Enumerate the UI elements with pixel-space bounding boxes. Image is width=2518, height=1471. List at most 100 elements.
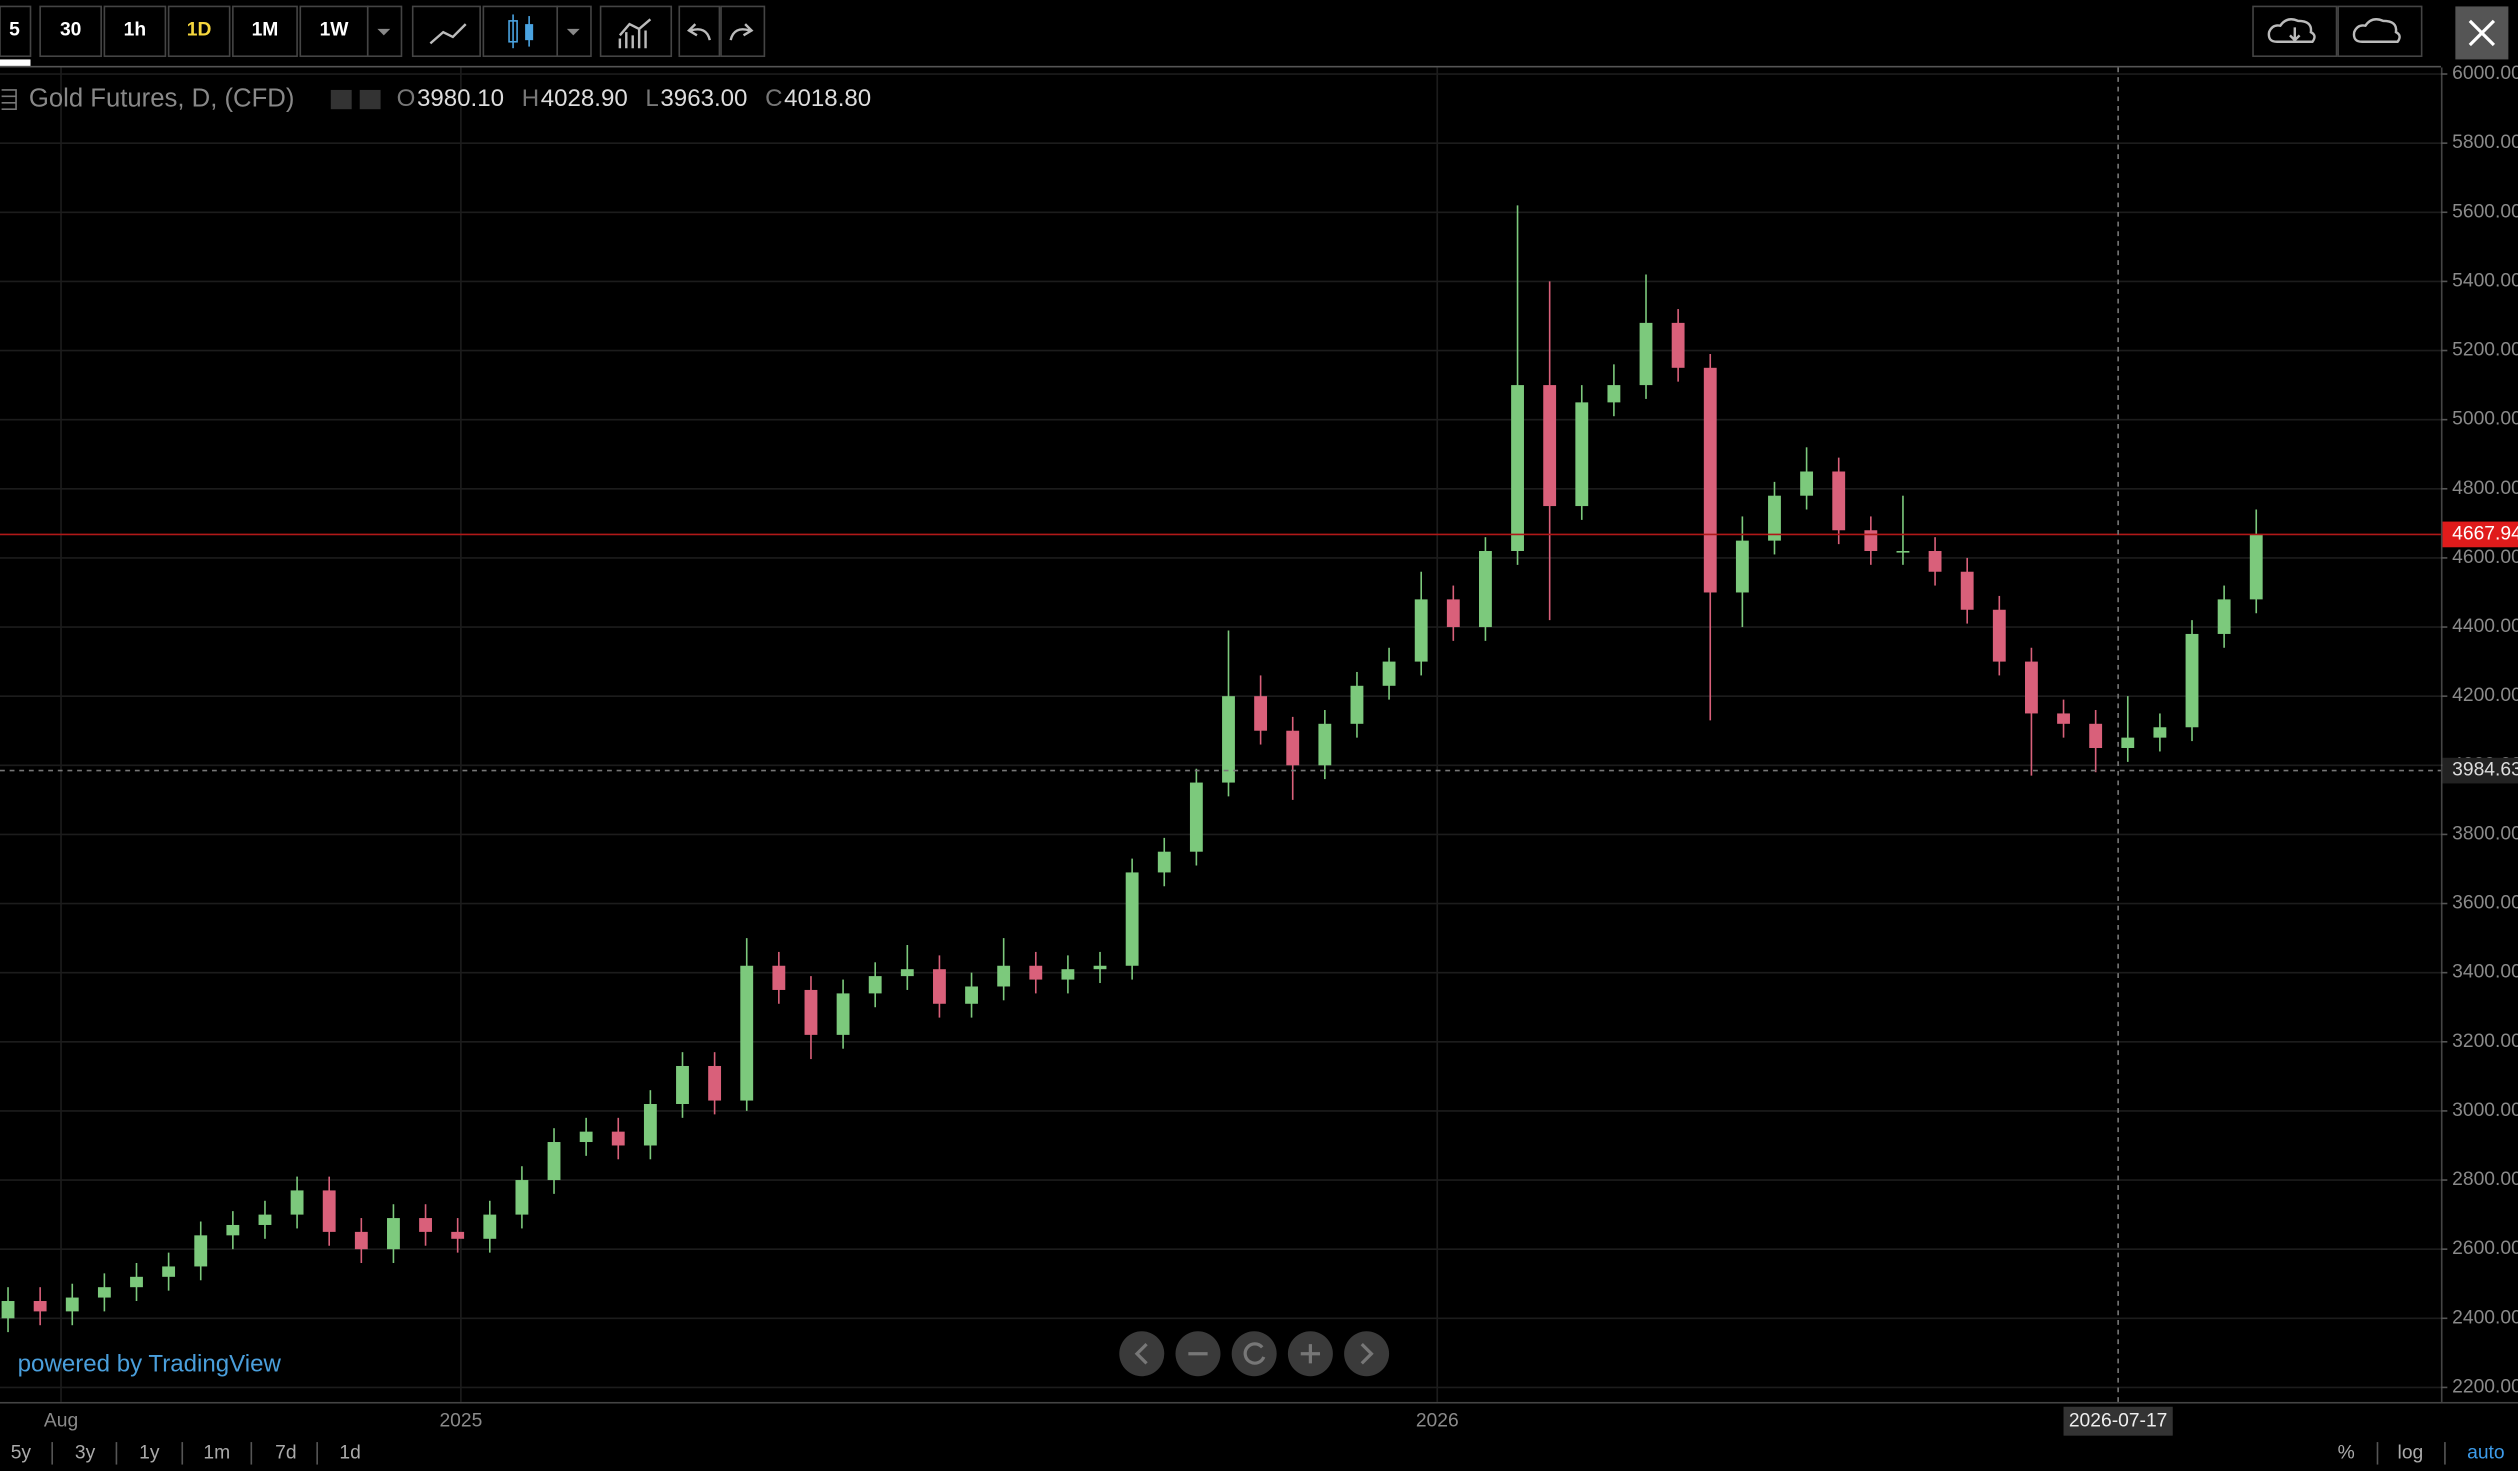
candle-body (1639, 322, 1653, 386)
range-button[interactable]: 1d (339, 1442, 360, 1463)
range-button[interactable]: 7d (275, 1442, 296, 1463)
branding[interactable]: powered by TradingView (18, 1350, 282, 1377)
candle-body (1607, 385, 1621, 403)
auto-toggle[interactable]: auto (2467, 1442, 2504, 1463)
y-tick-label: 3200.00 (2452, 1031, 2518, 1052)
y-tick-label: 5200.00 (2452, 340, 2518, 361)
candle-body (1800, 471, 1814, 496)
interval-button[interactable] (103, 5, 167, 58)
ohlc-value: 3963.00 (660, 85, 747, 112)
candle-body (676, 1065, 689, 1105)
candle-body (1189, 782, 1203, 852)
scroll-left-button[interactable] (1119, 1331, 1165, 1377)
candle-body (900, 969, 914, 977)
y-tick-label: 4800.00 (2452, 478, 2518, 499)
separator (51, 1442, 53, 1465)
ohlc-key: H (522, 85, 539, 112)
range-button[interactable]: 1m (203, 1442, 230, 1463)
interval-button[interactable] (0, 5, 32, 58)
candle-body (772, 965, 786, 990)
toolbar: 5 30 1h 1D 1M 1W (0, 5, 2509, 68)
candle-body (1543, 385, 1557, 507)
interval-label[interactable]: 30 (60, 20, 81, 41)
separator (2376, 1442, 2379, 1465)
crosshair-date-label: 2026-07-17 (2069, 1410, 2168, 1431)
scroll-right-button[interactable] (1344, 1331, 1390, 1377)
dropdown-icon (566, 28, 580, 36)
indicators-button[interactable] (599, 5, 673, 58)
x-tick-label: 2026 (1416, 1410, 1459, 1431)
plot-area (0, 67, 2441, 1402)
candle-body (1768, 495, 1781, 541)
candle-body (933, 969, 946, 1004)
candle-icon (508, 14, 534, 49)
candle-body (515, 1180, 529, 1215)
interval-label[interactable]: 1W (320, 20, 350, 41)
candle-body (1318, 723, 1332, 766)
x-tick-label: Aug (44, 1410, 78, 1431)
candle-body (322, 1190, 336, 1232)
ohlc-key: O (397, 85, 416, 112)
y-tick-label: 5600.00 (2452, 201, 2518, 222)
undo-icon (686, 23, 711, 41)
indicators-icon (618, 18, 652, 49)
range-button[interactable]: 3y (75, 1442, 96, 1463)
y-axis-border (2440, 67, 2443, 1402)
redo-icon (729, 23, 754, 41)
candle-body (1061, 969, 1075, 980)
candle-body (1446, 599, 1460, 628)
candle-body (354, 1231, 368, 1250)
candle-body (804, 989, 818, 1035)
separator (181, 1442, 184, 1465)
candle-body (226, 1224, 240, 1236)
toolbar-border (0, 65, 2441, 68)
interval-label[interactable]: 5 (9, 20, 20, 41)
ohlc-value: 4018.80 (784, 85, 871, 112)
crosshair-price-tag (2442, 757, 2518, 784)
interval-label[interactable]: 1M (252, 20, 279, 41)
candle-body (1286, 730, 1300, 766)
ohlc-value: 4028.90 (541, 85, 628, 112)
undo-button[interactable] (678, 5, 721, 58)
interval-label[interactable]: 1D (187, 20, 212, 41)
candle-body (1511, 385, 1524, 551)
candle-body (1222, 696, 1235, 783)
legend-toggle[interactable] (1, 89, 17, 111)
navigation (1119, 1331, 1390, 1377)
navigation-icons (1134, 1342, 1374, 1365)
candle-body (1414, 599, 1428, 662)
candle-body (1896, 550, 1910, 553)
candle-style-button[interactable] (482, 5, 559, 58)
log-toggle[interactable]: log (2398, 1442, 2424, 1463)
interval-button[interactable] (232, 5, 298, 58)
candle-body (387, 1218, 400, 1250)
candle-body (419, 1218, 432, 1232)
reset-button[interactable] (1231, 1331, 1277, 1377)
redo-button[interactable] (720, 5, 766, 58)
legend: Gold Futures, D, (CFD) O 3980.10 H 4028.90 L… (1, 84, 871, 112)
interval-button[interactable] (167, 5, 231, 58)
interval-button[interactable] (299, 5, 369, 58)
settings-icon[interactable] (330, 89, 352, 110)
separator (316, 1442, 318, 1465)
interval-label[interactable]: 1h (124, 20, 146, 41)
settings-icon[interactable] (359, 89, 381, 110)
candle-body (130, 1276, 143, 1288)
line-icon (429, 23, 467, 45)
range-button[interactable]: 1y (139, 1442, 160, 1463)
y-tick-label: 5400.00 (2452, 270, 2518, 291)
cloud-upload-icon (2352, 18, 2401, 43)
percent-toggle[interactable]: % (2338, 1442, 2355, 1463)
candle-body (1125, 872, 1139, 966)
interval-button[interactable] (39, 5, 102, 58)
candle-body (1350, 685, 1364, 724)
x-axis-border (0, 1401, 2518, 1404)
candle-body (579, 1131, 593, 1143)
candle-body (708, 1065, 722, 1101)
candle-body (2121, 737, 2135, 749)
line-style-button[interactable] (411, 5, 481, 58)
save-button[interactable] (2337, 5, 2423, 58)
separator (250, 1442, 253, 1465)
range-button[interactable]: 5y (11, 1442, 32, 1463)
